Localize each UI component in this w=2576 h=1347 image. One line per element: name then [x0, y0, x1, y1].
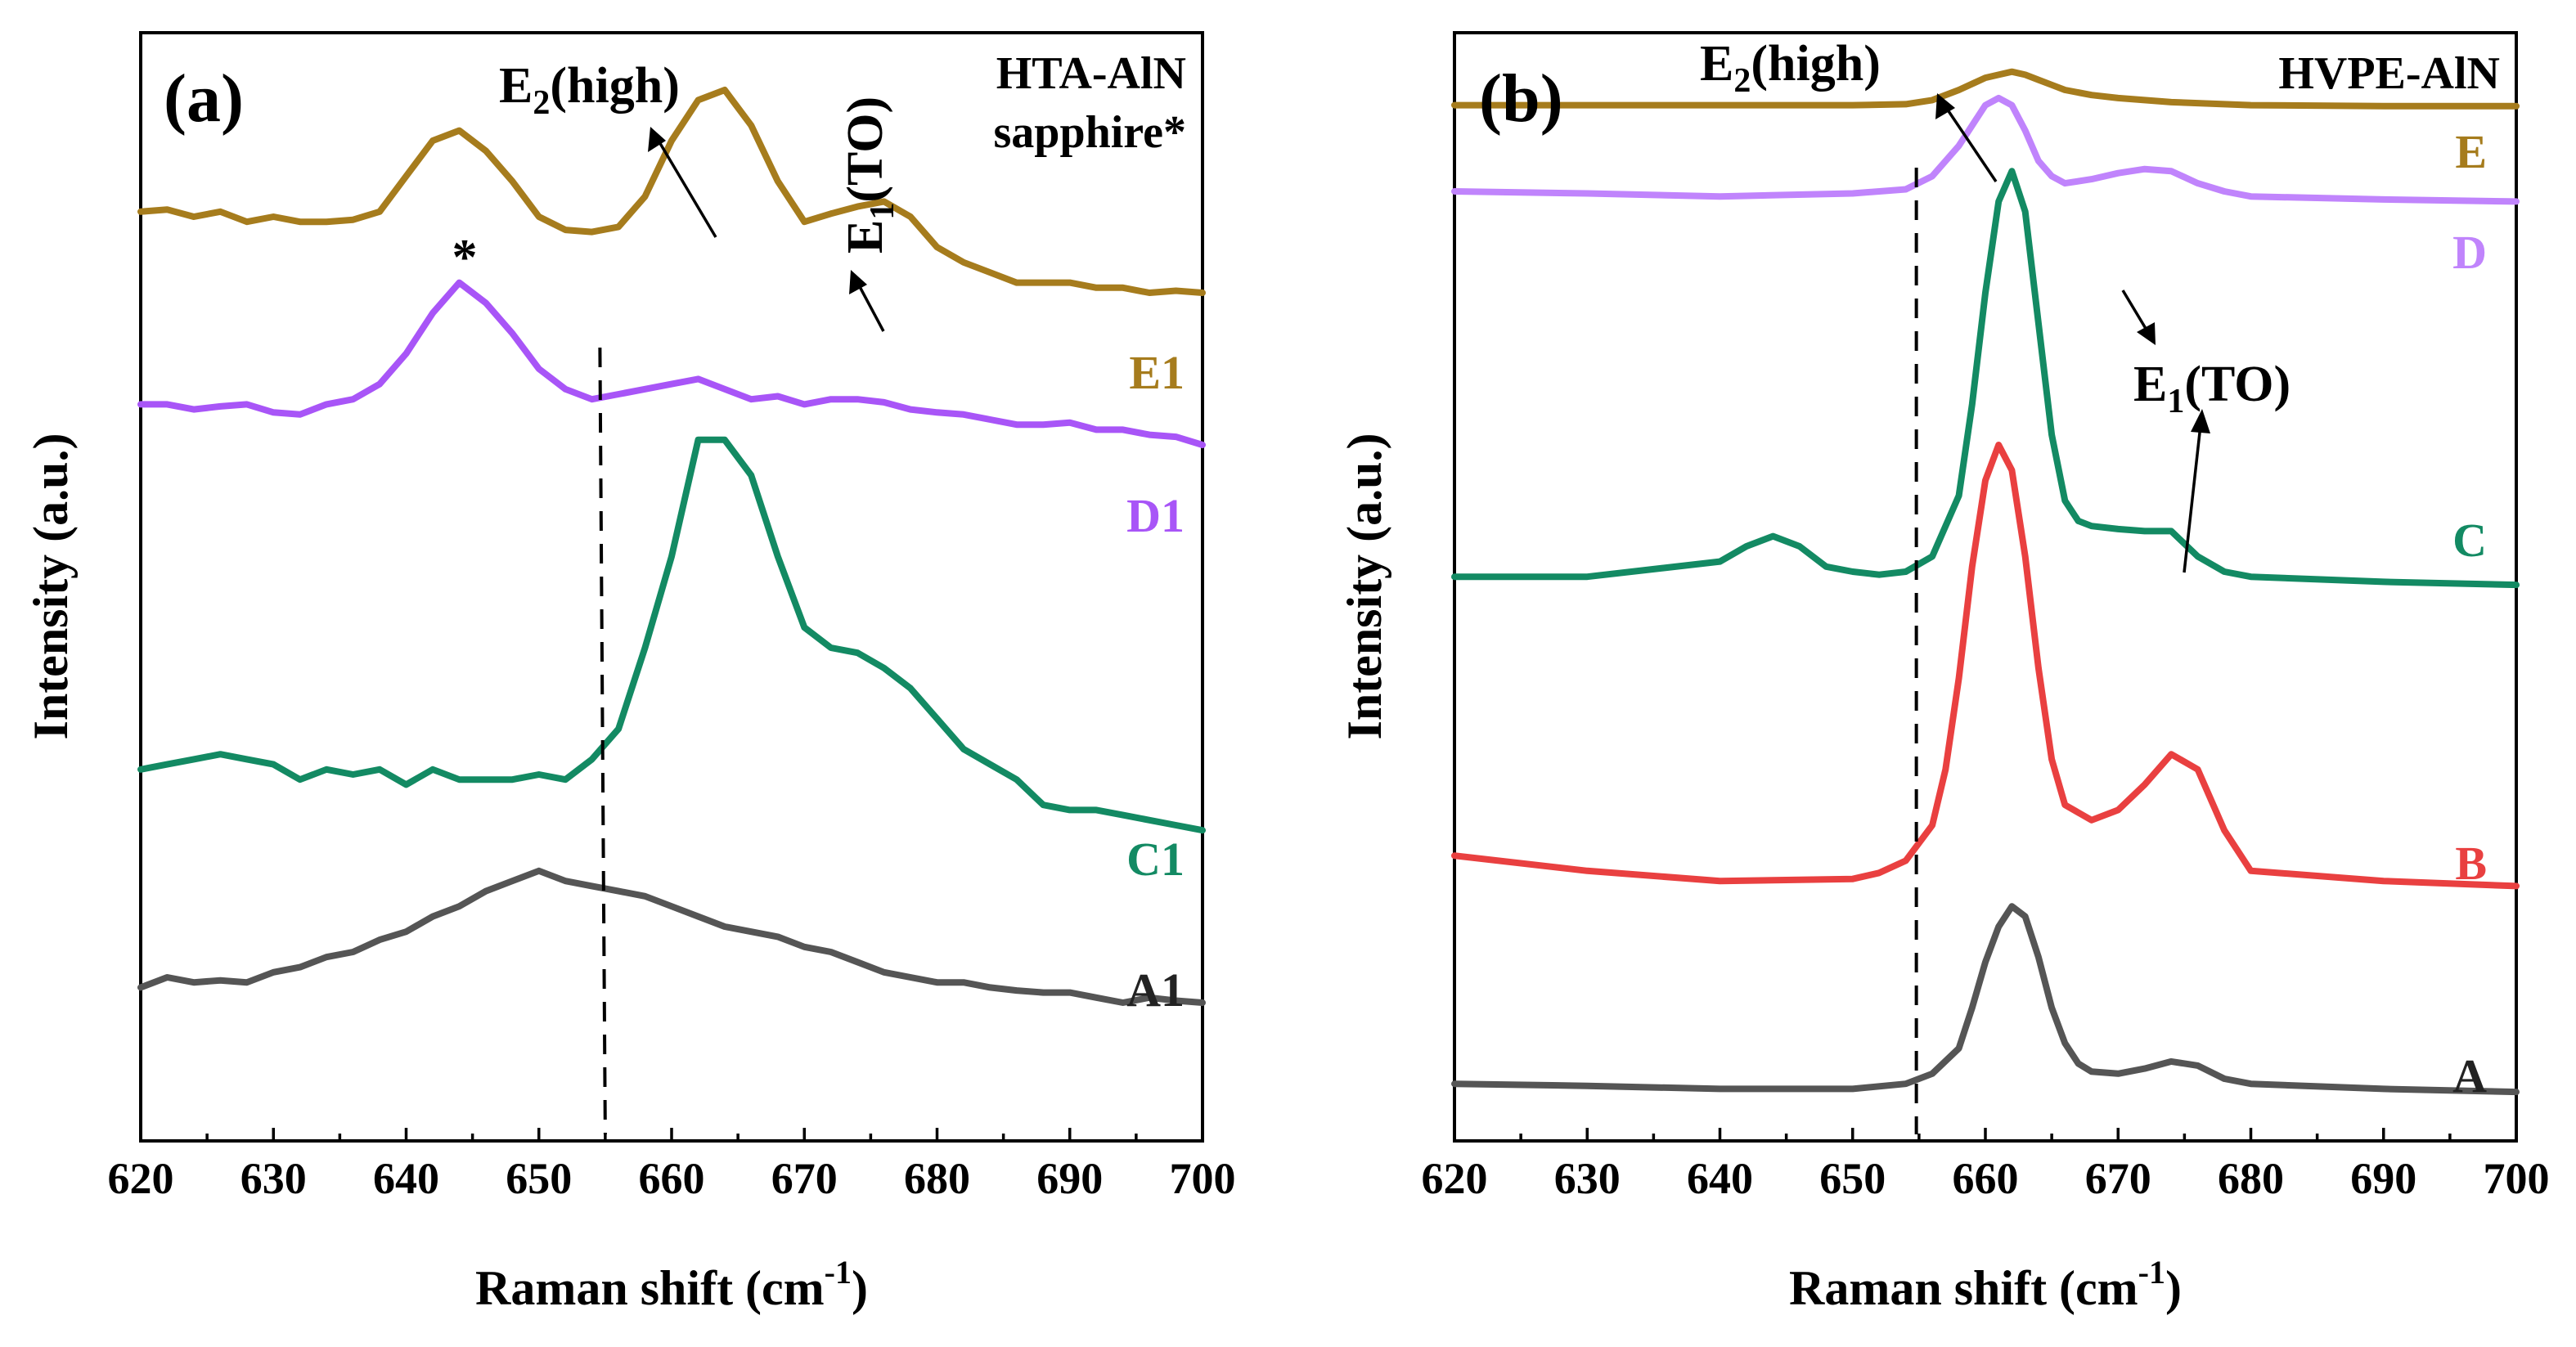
panel-a-label-d1: D1 [1126, 489, 1185, 542]
panel-a-x-tick-label-700: 700 [1170, 1154, 1236, 1203]
panel-b-x-tick-label-670: 670 [2085, 1154, 2151, 1203]
panel-b-e1-to-label: E1(TO) [2133, 357, 2291, 420]
panel-a-y-axis-title: Intensity (a.u.) [24, 433, 78, 739]
panel-a-series-a1 [137, 867, 1206, 1006]
panel-b-series-e [1451, 68, 2520, 110]
panel-a-e2-arrow [657, 140, 717, 238]
panel-a-x-tick-label-620: 620 [108, 1154, 174, 1203]
panel-b-label-d: D [2452, 226, 2487, 279]
panel-b-x-tick-label-700: 700 [2484, 1154, 2550, 1203]
panel-b-e2-high-label: E2(high) [1700, 36, 1881, 100]
panel-a-sapphire-asterisk: * [452, 230, 478, 285]
panel-b-x-tick-label-630: 630 [1554, 1154, 1621, 1203]
panel-a-x-tick-label-650: 650 [506, 1154, 572, 1203]
panel-b-x-tick-label-690: 690 [2350, 1154, 2416, 1203]
panel-b-label-a: A [2452, 1049, 2487, 1102]
panel-a-x-tick-label-660: 660 [639, 1154, 705, 1203]
panel-a-frame [139, 31, 1204, 1143]
panel-b-label-e: E [2455, 125, 2487, 178]
panel-b-e1-arrowhead-down [2137, 322, 2156, 345]
panel-b-x-tick-label-640: 640 [1687, 1154, 1753, 1203]
panel-a-tag: (a) [164, 61, 244, 137]
panel-b-series-d [1451, 94, 2520, 205]
panel-a-x-axis-title: Raman shift (cm-1) [475, 1254, 868, 1315]
panel-b-x-tick-label-660: 660 [1953, 1154, 2019, 1203]
panel-a-title: HTA-AlN [996, 48, 1186, 99]
panel-a-x-tick-label-640: 640 [373, 1154, 439, 1203]
panel-a-x-tick-label-630: 630 [241, 1154, 307, 1203]
panel-b-e1-arrowhead-up [2191, 409, 2210, 433]
panel-b-e2-arrowhead [1935, 93, 1955, 119]
panel-a-x-tick-label-670: 670 [771, 1154, 838, 1203]
panel-a-e1-to-label: E1(TO) [838, 97, 901, 254]
panel-b-y-axis-title: Intensity (a.u.) [1337, 433, 1391, 739]
panel-a-reference-dashed-line [598, 347, 607, 1135]
panel-a-e1-arrowhead [849, 270, 867, 294]
panel-b-label-c: C [2452, 514, 2487, 567]
panel-b-e2-arrow [1944, 106, 1998, 182]
panel-a-x-tick-label-680: 680 [904, 1154, 970, 1203]
panel-a-e1-arrow [856, 281, 885, 332]
panel-b-series-a [1451, 903, 2520, 1096]
panel-b-title: HVPE-AlN [2278, 48, 2500, 99]
panel-b-x-tick-label-620: 620 [1422, 1154, 1488, 1203]
panel-b-x-axis-title: Raman shift (cm-1) [1789, 1254, 2182, 1315]
panel-a-subtitle: sapphire* [994, 107, 1186, 158]
panel-a-series-c1 [137, 436, 1206, 834]
panel-a-series-e1 [137, 87, 1206, 296]
panel-b-label-b: B [2455, 837, 2487, 890]
panel-b: 620 630 640 650 660 670 680 690 700 (b) HVPE-AlN… [1337, 31, 2550, 1315]
panel-a: 620 630 640 650 660 670 680 690 700 (a) HTA-AlN … [24, 31, 1236, 1315]
panel-b-x-tick-label-680: 680 [2218, 1154, 2284, 1203]
panel-b-series-c [1451, 168, 2520, 589]
panel-a-e2-high-label: E2(high) [499, 58, 680, 122]
panel-b-e1-arrow-up [2183, 424, 2202, 573]
panel-b-series-b [1451, 442, 2520, 890]
panel-a-e2-arrowhead [648, 127, 666, 152]
panel-b-e1-arrow-down [2121, 290, 2149, 332]
panel-a-series-d1 [137, 279, 1206, 448]
panel-a-x-tick-label-690: 690 [1036, 1154, 1103, 1203]
panel-b-tag: (b) [1479, 61, 1563, 137]
panel-a-label-c1: C1 [1126, 833, 1185, 886]
panel-a-label-e1: E1 [1129, 346, 1185, 399]
panel-b-x-tick-label-650: 650 [1819, 1154, 1886, 1203]
panel-a-label-a1: A1 [1126, 963, 1185, 1017]
